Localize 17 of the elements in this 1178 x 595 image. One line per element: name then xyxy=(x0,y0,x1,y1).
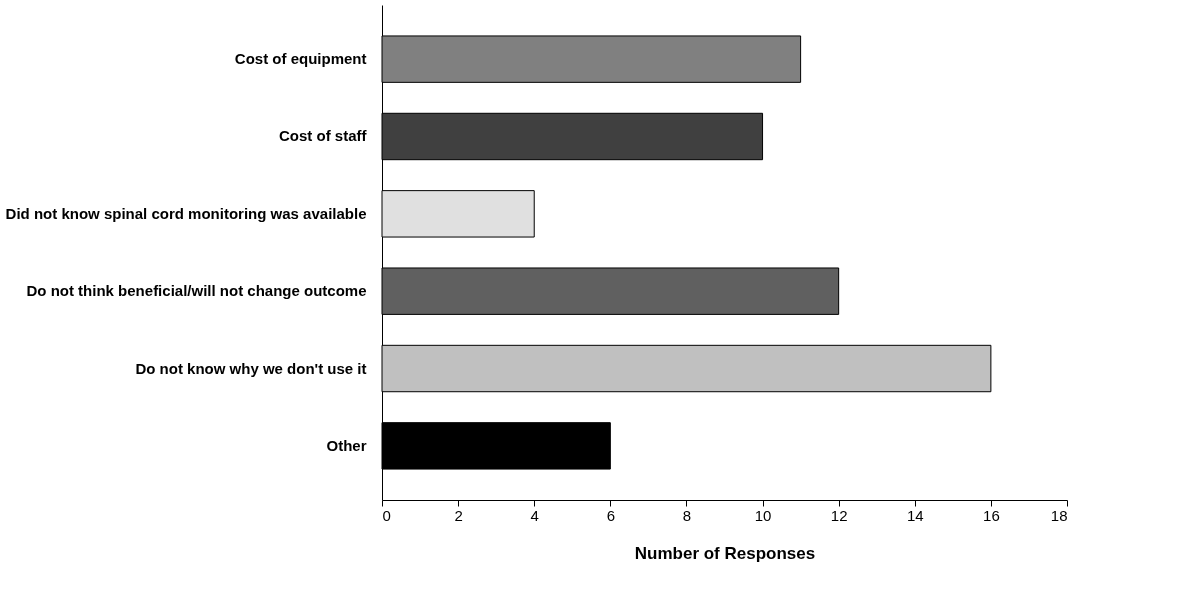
y-tick-label: Cost of equipment xyxy=(234,50,367,68)
x-tick-label: 8 xyxy=(682,506,692,524)
x-tick-label: 18 xyxy=(1050,506,1068,524)
x-tick-label: 2 xyxy=(454,506,463,524)
y-tick-label: Cost of staff xyxy=(279,127,368,145)
x-tick-label: 6 xyxy=(606,506,616,524)
x-tick-label: 14 xyxy=(906,506,924,524)
y-tick-label: Do not know why we don't use it xyxy=(135,359,367,377)
y-tick-label: Did not know spinal cord monitoring was available xyxy=(5,204,367,222)
x-axis-title: Number of Responses xyxy=(634,543,816,563)
x-tick-label: 0 xyxy=(382,506,391,524)
x-tick-label: 4 xyxy=(530,506,539,524)
x-tick-label: 12 xyxy=(830,506,848,524)
x-tick-label: 16 xyxy=(983,506,1000,524)
y-tick-label: Other xyxy=(326,436,367,454)
x-tick-label: 10 xyxy=(754,506,772,524)
y-tick-label: Do not think beneficial/will not change outcome xyxy=(26,282,367,300)
